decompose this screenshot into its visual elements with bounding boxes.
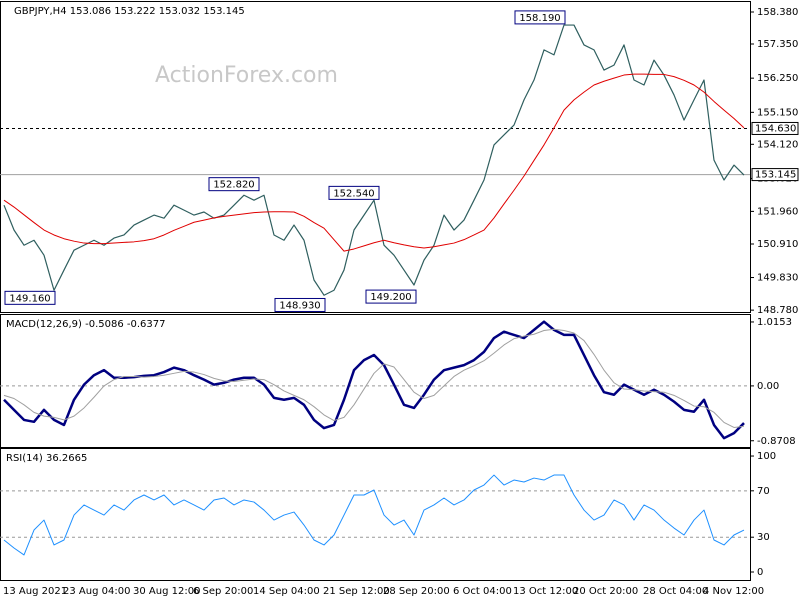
y-tick-label: -0.8708 [757, 436, 796, 447]
x-tick-label: 23 Aug 04:00 [63, 586, 130, 597]
price-annotation: 148.930 [279, 300, 320, 311]
x-tick-label: 28 Oct 04:00 [643, 586, 708, 597]
panel-title: RSI(14) 36.2665 [6, 453, 87, 464]
panel-title: MACD(12,26,9) -0.5086 -0.6377 [6, 319, 166, 330]
price-annotation-box [208, 177, 260, 192]
x-tick-label: 21 Sep 12:00 [323, 586, 390, 597]
panel-title: GBPJPY,H4 153.086 153.222 153.032 153.14… [14, 6, 245, 17]
level-label: 153.145 [755, 170, 796, 181]
y-tick-label: 151.960 [757, 206, 798, 217]
panel-frame [0, 314, 751, 448]
y-tick-label: 0 [757, 567, 763, 578]
panel-frame [0, 1, 751, 313]
y-tick-label: 30 [757, 532, 770, 543]
price-annotation: 158.190 [519, 13, 560, 24]
series-line [3, 24, 745, 296]
level-label-box [751, 121, 799, 135]
price-annotation-box [514, 10, 566, 25]
x-tick-label: 6 Oct 04:00 [453, 586, 512, 597]
x-tick-label: 20 Oct 20:00 [573, 586, 638, 597]
watermark: ActionForex.com [155, 63, 338, 88]
x-tick-label: 6 Sep 20:00 [193, 586, 253, 597]
x-tick-label: 28 Sep 20:00 [383, 586, 450, 597]
panel-frame [0, 448, 751, 581]
price-annotation: 149.160 [9, 293, 50, 304]
price-annotation-box [328, 185, 380, 200]
x-tick-label: 13 Aug 2021 [3, 586, 67, 597]
price-annotation: 152.820 [213, 180, 254, 191]
price-annotation-box [4, 290, 56, 305]
y-tick-label: 148.780 [757, 305, 798, 316]
x-tick-label: 30 Aug 12:00 [133, 586, 200, 597]
price-annotation: 152.540 [333, 188, 374, 199]
y-tick-label: 156.250 [757, 73, 798, 84]
y-tick-label: 149.830 [757, 273, 798, 284]
y-tick-label: 154.120 [757, 139, 798, 150]
series-line [3, 73, 745, 252]
level-label: 154.630 [755, 123, 796, 134]
y-tick-label: 158.380 [757, 7, 798, 18]
price-annotation-box [365, 289, 417, 304]
y-tick-label: 150.910 [757, 239, 798, 250]
y-tick-label: 0.00 [757, 381, 779, 392]
x-tick-label: 14 Sep 04:00 [253, 586, 320, 597]
price-annotation-box [274, 297, 326, 312]
price-annotation: 149.200 [370, 292, 411, 303]
x-tick-label: 4 Nov 12:00 [703, 586, 764, 597]
x-tick-label: 13 Oct 12:00 [513, 586, 578, 597]
series-line [3, 474, 745, 556]
y-tick-label: 1.0153 [757, 317, 792, 328]
y-tick-label: 70 [757, 486, 770, 497]
y-tick-label: 155.150 [757, 107, 798, 118]
y-tick-label: 157.350 [757, 39, 798, 50]
series-line [3, 328, 745, 428]
series-line [3, 320, 745, 440]
level-label-box [751, 168, 799, 182]
y-tick-label: 100 [757, 451, 776, 462]
